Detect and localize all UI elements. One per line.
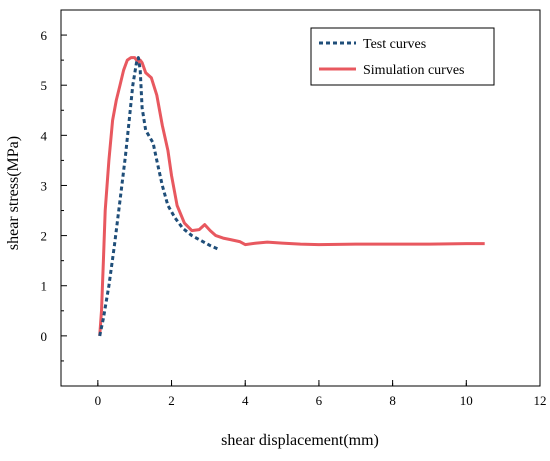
y-tick-label: 5 (41, 78, 48, 93)
y-tick-label: 6 (41, 28, 48, 43)
legend-box (310, 27, 495, 86)
y-tick-label: 3 (41, 178, 48, 193)
y-axis-title: shear stress(MPa) (5, 136, 22, 250)
legend-label: Test curves (363, 37, 426, 52)
x-tick-label: 0 (95, 393, 102, 408)
simulation-curve-line (98, 56, 485, 337)
x-tick-label: 8 (389, 393, 396, 408)
plot-frame (60, 9, 541, 387)
x-tick-label: 2 (168, 393, 175, 408)
y-tick-label: 4 (41, 128, 48, 143)
x-axis-title: shear displacement(mm) (221, 432, 379, 449)
y-tick-label: 2 (41, 229, 48, 244)
x-tick-label: 12 (534, 393, 547, 408)
legend-label: Simulation curves (363, 63, 465, 78)
x-tick-label: 10 (460, 393, 473, 408)
test-curve-line (98, 56, 220, 337)
y-tick-label: 1 (41, 279, 48, 294)
x-tick-label: 6 (316, 393, 323, 408)
y-tick-label: 0 (41, 329, 48, 344)
x-tick-label: 4 (242, 393, 249, 408)
